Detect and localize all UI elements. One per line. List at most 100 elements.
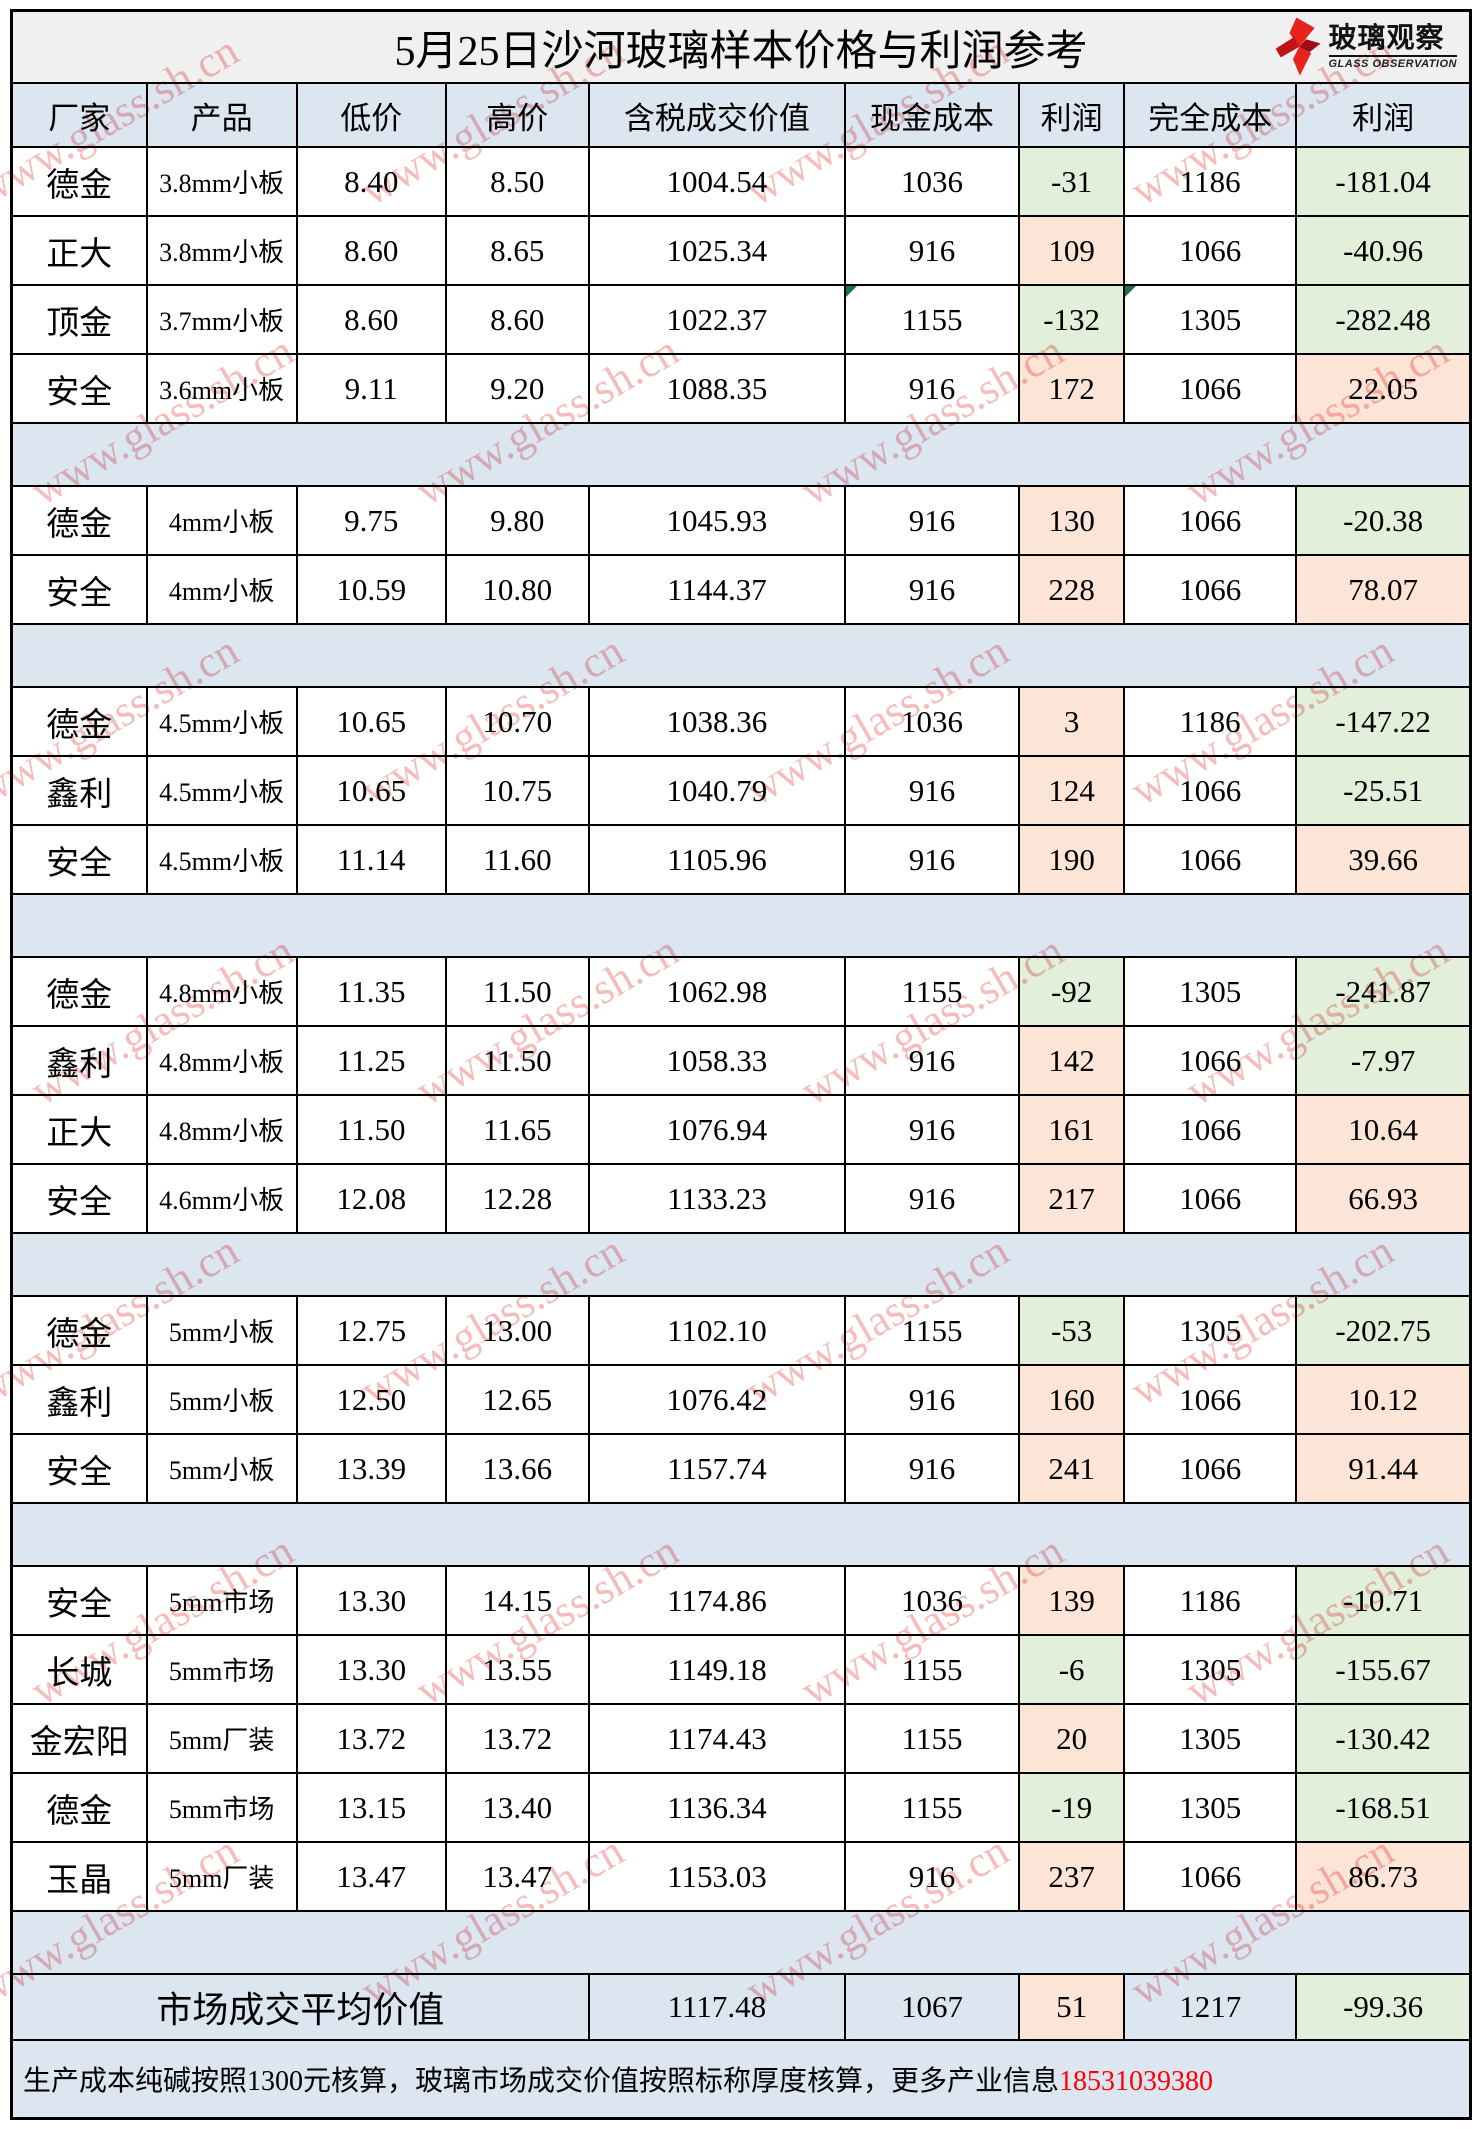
tax-value-cell: 1105.96	[587, 824, 847, 895]
cash-profit-cell: 139	[1018, 1565, 1126, 1636]
factory-cell: 德金	[10, 1295, 148, 1366]
low-price-cell: 9.11	[295, 353, 447, 424]
full-profit-cell: -155.67	[1295, 1634, 1472, 1705]
table-row: 鑫利 5mm小板 12.50 12.65 1076.42 916 160 106…	[10, 1364, 1472, 1435]
high-price-cell: 8.65	[444, 215, 590, 286]
cash-cost-cell: 916	[843, 1094, 1021, 1165]
full-cost-cell: 1066	[1123, 1025, 1298, 1096]
col-header-factory: 厂家	[10, 82, 148, 148]
tax-value-cell: 1058.33	[587, 1025, 847, 1096]
low-price-cell: 12.50	[295, 1364, 447, 1435]
full-cost-cell: 1186	[1123, 686, 1298, 757]
high-price-cell: 8.50	[444, 146, 590, 217]
footer-phone: 18531039380	[1059, 2066, 1214, 2097]
high-price-cell: 11.50	[444, 1025, 590, 1096]
col-header-full-profit: 利润	[1295, 82, 1472, 148]
separator-cell	[10, 893, 1472, 958]
product-cell: 3.8mm小板	[145, 146, 298, 217]
table-row: 正大 4.8mm小板 11.50 11.65 1076.94 916 161 1…	[10, 1094, 1472, 1165]
table-row: 安全 4.6mm小板 12.08 12.28 1133.23 916 217 1…	[10, 1163, 1472, 1234]
full-profit-cell: 66.93	[1295, 1163, 1472, 1234]
table-row: 德金 4.8mm小板 11.35 11.50 1062.98 1155 -92 …	[10, 956, 1472, 1027]
logo-cn-text: 玻璃观察	[1328, 22, 1445, 53]
cash-profit-cell: -132	[1018, 284, 1126, 355]
col-header-high-price: 高价	[444, 82, 590, 148]
section-separator-row	[10, 422, 1472, 487]
cash-cost-cell: 1155	[843, 1634, 1021, 1705]
full-cost-cell: 1066	[1123, 1163, 1298, 1234]
low-price-cell: 13.72	[295, 1703, 447, 1774]
full-profit-cell: -130.42	[1295, 1703, 1472, 1774]
product-cell: 5mm厂装	[145, 1841, 298, 1912]
cash-cost-cell: 916	[843, 1433, 1021, 1504]
separator-cell	[10, 623, 1472, 688]
cash-cost-cell: 1155	[843, 1703, 1021, 1774]
cash-profit-cell: 190	[1018, 824, 1126, 895]
high-price-cell: 10.70	[444, 686, 590, 757]
cash-profit-cell: -53	[1018, 1295, 1126, 1366]
full-profit-cell: -10.71	[1295, 1565, 1472, 1636]
product-cell: 5mm小板	[145, 1433, 298, 1504]
low-price-cell: 13.39	[295, 1433, 447, 1504]
cash-cost-cell: 1036	[843, 1565, 1021, 1636]
high-price-cell: 12.28	[444, 1163, 590, 1234]
tax-value-cell: 1004.54	[587, 146, 847, 217]
cash-cost-cell: 916	[843, 215, 1021, 286]
table-row: 安全 5mm小板 13.39 13.66 1157.74 916 241 106…	[10, 1433, 1472, 1504]
footer-text: 生产成本纯碱按照1300元核算，玻璃市场成交价值按照标称厚度核算，更多产业信息	[23, 2066, 1060, 2097]
full-profit-cell: -282.48	[1295, 284, 1472, 355]
factory-cell: 安全	[10, 1565, 148, 1636]
price-table: 5月25日沙河玻璃样本价格与利润参考 玻璃观察 GLASS OBSERVATIO…	[10, 9, 1472, 2120]
full-profit-cell: -147.22	[1295, 686, 1472, 757]
cash-profit-cell: 3	[1018, 686, 1126, 757]
high-price-cell: 10.80	[444, 554, 590, 625]
full-cost-cell: 1186	[1123, 146, 1298, 217]
factory-cell: 金宏阳	[10, 1703, 148, 1774]
high-price-cell: 11.60	[444, 824, 590, 895]
tax-value-cell: 1062.98	[587, 956, 847, 1027]
table-row: 顶金 3.7mm小板 8.60 8.60 1022.37 1155 -132 1…	[10, 284, 1472, 355]
cash-profit-cell: -92	[1018, 956, 1126, 1027]
separator-cell	[10, 1232, 1472, 1297]
factory-cell: 安全	[10, 1163, 148, 1234]
full-profit-cell: -181.04	[1295, 146, 1472, 217]
product-cell: 5mm小板	[145, 1295, 298, 1366]
col-header-cash-profit: 利润	[1018, 82, 1126, 148]
cash-profit-cell: 142	[1018, 1025, 1126, 1096]
factory-cell: 安全	[10, 554, 148, 625]
summary-tax-value-cell: 1117.48	[587, 1973, 847, 2041]
tax-value-cell: 1045.93	[587, 485, 847, 556]
logo-en-text: GLASS OBSERVATION	[1328, 55, 1457, 70]
col-header-cash-cost: 现金成本	[843, 82, 1021, 148]
full-profit-cell: 78.07	[1295, 554, 1472, 625]
product-cell: 4.6mm小板	[145, 1163, 298, 1234]
high-price-cell: 11.50	[444, 956, 590, 1027]
full-profit-cell: 10.64	[1295, 1094, 1472, 1165]
cash-cost-cell: 1036	[843, 686, 1021, 757]
cash-profit-cell: -6	[1018, 1634, 1126, 1705]
tax-value-cell: 1022.37	[587, 284, 847, 355]
section-separator-row	[10, 893, 1472, 958]
table-row: 安全 5mm市场 13.30 14.15 1174.86 1036 139 11…	[10, 1565, 1472, 1636]
low-price-cell: 13.30	[295, 1565, 447, 1636]
low-price-cell: 11.35	[295, 956, 447, 1027]
table-row: 安全 4mm小板 10.59 10.80 1144.37 916 228 106…	[10, 554, 1472, 625]
cash-cost-cell: 916	[843, 353, 1021, 424]
full-profit-cell: -40.96	[1295, 215, 1472, 286]
full-cost-cell: 1186	[1123, 1565, 1298, 1636]
summary-cash-profit-cell: 51	[1018, 1973, 1126, 2041]
section-separator-row	[10, 1502, 1472, 1567]
product-cell: 5mm市场	[145, 1565, 298, 1636]
tax-value-cell: 1088.35	[587, 353, 847, 424]
tax-value-cell: 1136.34	[587, 1772, 847, 1843]
cash-cost-cell: 1155	[843, 284, 1021, 355]
section-separator-row	[10, 1232, 1472, 1297]
cash-profit-cell: -31	[1018, 146, 1126, 217]
table-row: 德金 3.8mm小板 8.40 8.50 1004.54 1036 -31 11…	[10, 146, 1472, 217]
factory-cell: 德金	[10, 686, 148, 757]
table-row: 德金 4.5mm小板 10.65 10.70 1038.36 1036 3 11…	[10, 686, 1472, 757]
table-row: 正大 3.8mm小板 8.60 8.65 1025.34 916 109 106…	[10, 215, 1472, 286]
col-header-full-cost: 完全成本	[1123, 82, 1298, 148]
title-row: 5月25日沙河玻璃样本价格与利润参考 玻璃观察 GLASS OBSERVATIO…	[10, 9, 1472, 84]
tax-value-cell: 1025.34	[587, 215, 847, 286]
